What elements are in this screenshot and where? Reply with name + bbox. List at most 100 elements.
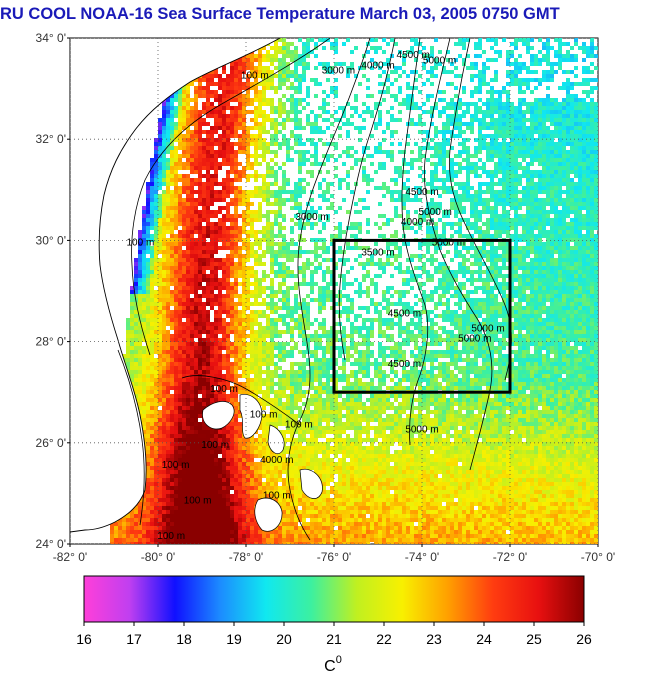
sst-pixel bbox=[462, 158, 466, 162]
sst-pixel bbox=[226, 130, 230, 134]
sst-pixel bbox=[426, 70, 430, 74]
sst-pixel bbox=[494, 286, 498, 290]
sst-pixel bbox=[434, 106, 438, 110]
sst-pixel bbox=[162, 286, 166, 290]
sst-pixel bbox=[378, 142, 382, 146]
sst-pixel bbox=[318, 266, 322, 270]
sst-pixel bbox=[562, 298, 566, 302]
sst-pixel bbox=[282, 274, 286, 278]
sst-pixel bbox=[454, 278, 458, 282]
sst-pixel bbox=[382, 162, 386, 166]
sst-pixel bbox=[426, 130, 430, 134]
sst-pixel bbox=[214, 158, 218, 162]
sst-pixel bbox=[546, 150, 550, 154]
sst-pixel bbox=[558, 170, 562, 174]
sst-pixel bbox=[454, 230, 458, 234]
sst-pixel bbox=[562, 70, 566, 74]
sst-pixel bbox=[486, 150, 490, 154]
sst-pixel bbox=[230, 218, 234, 222]
sst-pixel bbox=[254, 114, 258, 118]
sst-pixel bbox=[202, 242, 206, 246]
sst-pixel bbox=[550, 278, 554, 282]
sst-pixel bbox=[554, 110, 558, 114]
sst-pixel bbox=[586, 118, 590, 122]
sst-pixel bbox=[178, 166, 182, 170]
sst-pixel bbox=[162, 118, 166, 122]
sst-pixel bbox=[558, 138, 562, 142]
sst-pixel bbox=[486, 146, 490, 150]
sst-pixel bbox=[218, 110, 222, 114]
sst-pixel bbox=[206, 298, 210, 302]
sst-pixel bbox=[522, 98, 526, 102]
sst-pixel bbox=[418, 274, 422, 278]
sst-pixel bbox=[250, 214, 254, 218]
sst-pixel bbox=[498, 150, 502, 154]
sst-pixel bbox=[466, 190, 470, 194]
sst-pixel bbox=[462, 282, 466, 286]
sst-pixel bbox=[578, 178, 582, 182]
sst-pixel bbox=[506, 94, 510, 98]
sst-pixel bbox=[398, 170, 402, 174]
sst-pixel bbox=[494, 246, 498, 250]
sst-pixel bbox=[274, 222, 278, 226]
sst-pixel bbox=[202, 90, 206, 94]
sst-pixel bbox=[578, 198, 582, 202]
sst-pixel bbox=[534, 210, 538, 214]
sst-pixel bbox=[546, 210, 550, 214]
sst-pixel bbox=[198, 202, 202, 206]
sst-pixel bbox=[522, 170, 526, 174]
sst-pixel bbox=[506, 254, 510, 258]
sst-pixel bbox=[258, 146, 262, 150]
sst-pixel bbox=[478, 118, 482, 122]
sst-pixel bbox=[466, 226, 470, 230]
sst-pixel bbox=[478, 226, 482, 230]
sst-pixel bbox=[582, 110, 586, 114]
sst-pixel bbox=[502, 86, 506, 90]
sst-pixel bbox=[366, 182, 370, 186]
sst-pixel bbox=[530, 234, 534, 238]
sst-pixel bbox=[338, 246, 342, 250]
sst-pixel bbox=[342, 258, 346, 262]
sst-pixel bbox=[542, 230, 546, 234]
sst-pixel bbox=[526, 138, 530, 142]
sst-pixel bbox=[494, 230, 498, 234]
sst-pixel bbox=[466, 246, 470, 250]
sst-pixel bbox=[222, 90, 226, 94]
sst-pixel bbox=[422, 82, 426, 86]
sst-pixel bbox=[238, 194, 242, 198]
sst-pixel bbox=[518, 114, 522, 118]
sst-pixel bbox=[366, 78, 370, 82]
sst-pixel bbox=[442, 302, 446, 306]
sst-pixel bbox=[238, 266, 242, 270]
sst-pixel bbox=[446, 170, 450, 174]
sst-pixel bbox=[302, 126, 306, 130]
sst-pixel bbox=[554, 162, 558, 166]
sst-pixel bbox=[558, 258, 562, 262]
sst-pixel bbox=[146, 278, 150, 282]
sst-pixel bbox=[398, 90, 402, 94]
sst-pixel bbox=[294, 254, 298, 258]
sst-pixel bbox=[326, 270, 330, 274]
sst-pixel bbox=[446, 290, 450, 294]
sst-pixel bbox=[566, 122, 570, 126]
sst-pixel bbox=[566, 194, 570, 198]
sst-pixel bbox=[314, 122, 318, 126]
sst-pixel bbox=[514, 242, 518, 246]
sst-pixel bbox=[442, 150, 446, 154]
sst-pixel bbox=[586, 234, 590, 238]
sst-pixel bbox=[222, 118, 226, 122]
sst-pixel bbox=[438, 234, 442, 238]
sst-pixel bbox=[586, 290, 590, 294]
sst-pixel bbox=[178, 262, 182, 266]
sst-pixel bbox=[534, 158, 538, 162]
sst-pixel bbox=[274, 178, 278, 182]
sst-pixel bbox=[338, 134, 342, 138]
sst-pixel bbox=[462, 270, 466, 274]
sst-pixel bbox=[522, 278, 526, 282]
sst-pixel bbox=[558, 246, 562, 250]
sst-pixel bbox=[510, 150, 514, 154]
sst-pixel bbox=[258, 206, 262, 210]
sst-pixel bbox=[590, 154, 594, 158]
sst-pixel bbox=[506, 174, 510, 178]
sst-pixel bbox=[482, 126, 486, 130]
